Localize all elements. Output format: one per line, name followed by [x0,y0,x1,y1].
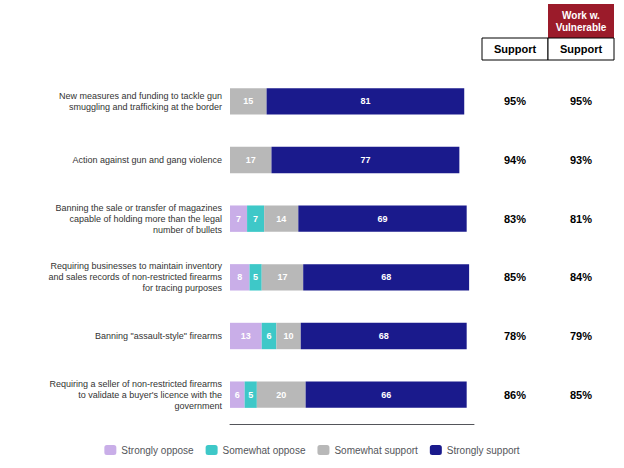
svg-text:Requiring a seller of non-rest: Requiring a seller of non-restricted fir… [49,379,222,389]
svg-text:95%: 95% [504,95,526,107]
svg-text:17: 17 [277,272,287,282]
svg-text:13: 13 [241,331,251,341]
svg-text:20: 20 [276,390,286,400]
svg-text:17: 17 [246,155,256,165]
svg-text:14: 14 [276,214,286,224]
svg-text:for tracing purposes: for tracing purposes [142,283,222,293]
svg-text:New measures and funding to ta: New measures and funding to tackle gun [59,91,222,101]
svg-text:Work w.: Work w. [562,10,600,21]
svg-text:79%: 79% [570,330,592,342]
svg-text:Banning "assault-style" firear: Banning "assault-style" firearms [95,331,222,341]
svg-text:66: 66 [381,390,391,400]
svg-text:85%: 85% [504,271,526,283]
svg-text:68: 68 [379,331,389,341]
svg-text:15: 15 [243,96,253,106]
svg-text:85%: 85% [570,389,592,401]
svg-text:Support: Support [560,43,602,55]
svg-text:8: 8 [237,272,242,282]
svg-text:94%: 94% [504,154,526,166]
svg-text:5: 5 [248,390,253,400]
svg-text:7: 7 [236,214,241,224]
svg-text:Requiring businesses to mainta: Requiring businesses to maintain invento… [50,261,222,271]
svg-text:10: 10 [284,331,294,341]
svg-text:83%: 83% [504,213,526,225]
svg-text:and sales records of non-restr: and sales records of non-restricted fire… [48,272,222,282]
svg-text:Strongly oppose: Strongly oppose [121,445,194,456]
svg-text:5: 5 [253,272,258,282]
svg-text:capable of holding more than t: capable of holding more than the legal [69,214,222,224]
svg-text:to validate a buyer's licence: to validate a buyer's licence with the [78,390,222,400]
svg-text:78%: 78% [504,330,526,342]
svg-text:Somewhat support: Somewhat support [334,445,418,456]
svg-text:smuggling and trafficking at t: smuggling and trafficking at the border [69,102,222,112]
svg-text:81%: 81% [570,213,592,225]
svg-text:Vulnerable: Vulnerable [556,22,607,33]
svg-text:7: 7 [253,214,258,224]
svg-text:93%: 93% [570,154,592,166]
svg-text:81: 81 [360,96,370,106]
svg-text:government: government [174,401,222,411]
svg-text:Strongly support: Strongly support [447,445,520,456]
svg-text:6: 6 [267,331,272,341]
svg-text:86%: 86% [504,389,526,401]
svg-text:Support: Support [494,43,536,55]
svg-text:Somewhat oppose: Somewhat oppose [223,445,306,456]
svg-text:95%: 95% [570,95,592,107]
svg-text:Action against gun and gang vi: Action against gun and gang violence [72,155,222,165]
svg-text:84%: 84% [570,271,592,283]
svg-text:69: 69 [377,214,387,224]
svg-text:77: 77 [360,155,370,165]
svg-text:68: 68 [381,272,391,282]
svg-text:number of bullets: number of bullets [153,225,223,235]
svg-text:Banning the sale or transfer o: Banning the sale or transfer of magazine… [55,203,222,213]
svg-text:6: 6 [235,390,240,400]
